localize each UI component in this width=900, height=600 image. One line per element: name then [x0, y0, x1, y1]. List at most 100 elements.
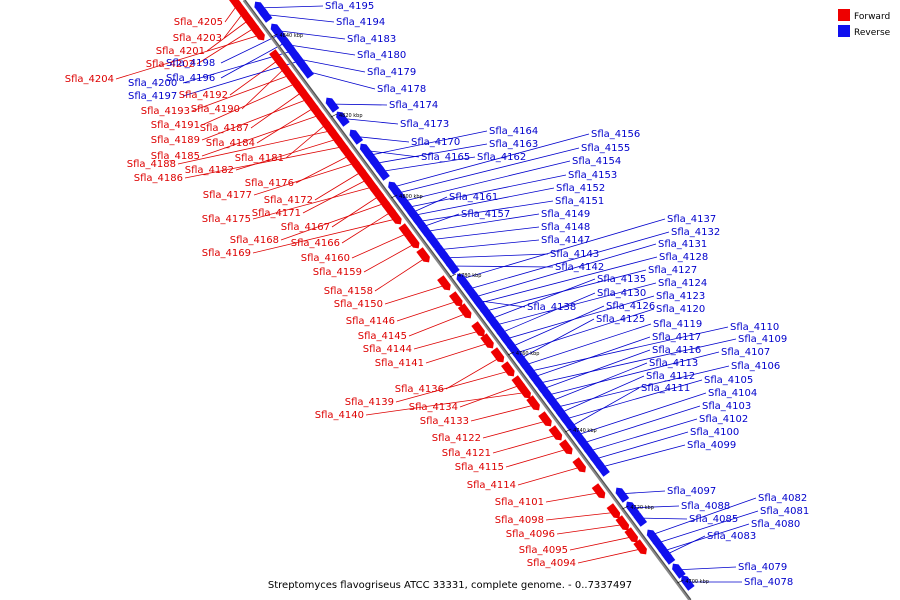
- forward-gene-label[interactable]: Sfla_4181: [235, 153, 284, 164]
- forward-gene-label[interactable]: Sfla_4192: [179, 90, 228, 101]
- forward-gene-label[interactable]: Sfla_4168: [230, 235, 279, 246]
- forward-gene-label[interactable]: Sfla_4140: [315, 410, 364, 421]
- forward-gene-block[interactable]: [615, 515, 632, 533]
- reverse-gene-label[interactable]: Sfla_4162: [477, 152, 526, 163]
- reverse-gene-label[interactable]: Sfla_4149: [541, 209, 590, 220]
- reverse-gene-label[interactable]: Sfla_4131: [658, 239, 707, 250]
- forward-gene-label[interactable]: Sfla_4187: [200, 123, 249, 134]
- forward-gene-label[interactable]: Sfla_4186: [134, 173, 183, 184]
- reverse-gene-label[interactable]: Sfla_4081: [760, 506, 809, 517]
- reverse-gene-block[interactable]: [631, 509, 648, 527]
- forward-gene-label[interactable]: Sfla_4193: [141, 106, 190, 117]
- reverse-gene-block[interactable]: [613, 485, 630, 503]
- forward-gene-block[interactable]: [548, 425, 565, 443]
- forward-gene-block[interactable]: [405, 233, 422, 251]
- forward-gene-label[interactable]: Sfla_4158: [324, 286, 373, 297]
- reverse-gene-label[interactable]: Sfla_4103: [702, 401, 751, 412]
- reverse-gene-label[interactable]: Sfla_4099: [687, 440, 736, 451]
- forward-gene-block[interactable]: [457, 303, 474, 321]
- reverse-gene-label[interactable]: Sfla_4124: [658, 278, 707, 289]
- reverse-gene-block[interactable]: [444, 257, 460, 275]
- forward-gene-block[interactable]: [416, 247, 432, 265]
- reverse-gene-label[interactable]: Sfla_4142: [555, 262, 604, 273]
- reverse-gene-label[interactable]: Sfla_4106: [731, 361, 780, 372]
- reverse-gene-label[interactable]: Sfla_4197: [128, 91, 177, 102]
- forward-gene-label[interactable]: Sfla_4134: [409, 402, 458, 413]
- reverse-gene-block[interactable]: [374, 163, 390, 181]
- reverse-gene-label[interactable]: Sfla_4128: [659, 252, 708, 263]
- reverse-gene-label[interactable]: Sfla_4079: [738, 562, 787, 573]
- forward-gene-label[interactable]: Sfla_4136: [395, 384, 444, 395]
- reverse-gene-block[interactable]: [334, 109, 350, 127]
- forward-gene-label[interactable]: Sfla_4094: [527, 558, 576, 569]
- reverse-gene-label[interactable]: Sfla_4154: [572, 156, 621, 167]
- reverse-gene-label[interactable]: Sfla_4157: [461, 209, 510, 220]
- reverse-gene-label[interactable]: Sfla_4143: [550, 249, 599, 260]
- forward-gene-label[interactable]: Sfla_4159: [313, 267, 362, 278]
- reverse-gene-label[interactable]: Sfla_4113: [649, 358, 698, 369]
- reverse-gene-label[interactable]: Sfla_4088: [681, 501, 730, 512]
- reverse-gene-label[interactable]: Sfla_4174: [389, 100, 438, 111]
- forward-gene-block[interactable]: [480, 333, 496, 351]
- reverse-gene-block[interactable]: [347, 127, 364, 145]
- forward-gene-label[interactable]: Sfla_4169: [202, 248, 251, 259]
- forward-gene-label[interactable]: Sfla_4182: [185, 165, 234, 176]
- forward-gene-label[interactable]: Sfla_4166: [291, 238, 340, 249]
- forward-gene-block[interactable]: [471, 321, 487, 339]
- forward-gene-block[interactable]: [388, 209, 404, 227]
- reverse-gene-label[interactable]: Sfla_4107: [721, 347, 770, 358]
- reverse-gene-block[interactable]: [659, 547, 676, 565]
- forward-gene-block[interactable]: [591, 483, 608, 501]
- reverse-gene-block[interactable]: [405, 205, 422, 223]
- reverse-gene-label[interactable]: Sfla_4130: [597, 288, 646, 299]
- forward-gene-label[interactable]: Sfla_4191: [151, 120, 200, 131]
- forward-gene-block[interactable]: [538, 411, 554, 429]
- reverse-gene-label[interactable]: Sfla_4105: [704, 375, 753, 386]
- forward-gene-label[interactable]: Sfla_4184: [206, 138, 255, 149]
- forward-gene-label[interactable]: Sfla_4122: [432, 433, 481, 444]
- reverse-gene-label[interactable]: Sfla_4100: [690, 427, 739, 438]
- reverse-gene-label[interactable]: Sfla_4083: [707, 531, 756, 542]
- reverse-gene-block[interactable]: [256, 5, 273, 23]
- reverse-gene-label[interactable]: Sfla_4148: [541, 222, 590, 233]
- reverse-gene-label[interactable]: Sfla_4180: [357, 50, 406, 61]
- reverse-gene-block[interactable]: [679, 573, 695, 591]
- reverse-gene-label[interactable]: Sfla_4109: [738, 334, 787, 345]
- forward-gene-label[interactable]: Sfla_4144: [363, 344, 412, 355]
- forward-gene-label[interactable]: Sfla_4160: [301, 253, 350, 264]
- forward-gene-label[interactable]: Sfla_4114: [467, 480, 516, 491]
- forward-gene-block[interactable]: [526, 395, 542, 413]
- reverse-gene-label[interactable]: Sfla_4165: [421, 152, 470, 163]
- reverse-gene-label[interactable]: Sfla_4116: [652, 345, 701, 356]
- reverse-gene-label[interactable]: Sfla_4156: [591, 129, 640, 140]
- forward-gene-block[interactable]: [437, 275, 453, 293]
- forward-gene-label[interactable]: Sfla_4204: [65, 74, 114, 85]
- reverse-gene-label[interactable]: Sfla_4119: [653, 319, 702, 330]
- reverse-gene-label[interactable]: Sfla_4152: [556, 183, 605, 194]
- reverse-gene-label[interactable]: Sfla_4097: [667, 486, 716, 497]
- reverse-gene-label[interactable]: Sfla_4183: [347, 34, 396, 45]
- forward-gene-block[interactable]: [251, 25, 267, 43]
- forward-gene-label[interactable]: Sfla_4121: [442, 448, 491, 459]
- forward-gene-label[interactable]: Sfla_4175: [202, 214, 251, 225]
- reverse-gene-label[interactable]: Sfla_4155: [581, 143, 630, 154]
- forward-gene-label[interactable]: Sfla_4141: [375, 358, 424, 369]
- reverse-gene-label[interactable]: Sfla_4194: [336, 17, 385, 28]
- reverse-gene-label[interactable]: Sfla_4151: [555, 196, 604, 207]
- reverse-gene-label[interactable]: Sfla_4126: [606, 301, 655, 312]
- forward-gene-label[interactable]: Sfla_4115: [455, 462, 504, 473]
- forward-gene-label[interactable]: Sfla_4176: [245, 178, 294, 189]
- forward-gene-label[interactable]: Sfla_4203: [173, 33, 222, 44]
- reverse-gene-label[interactable]: Sfla_4170: [411, 137, 460, 148]
- reverse-gene-label[interactable]: Sfla_4135: [597, 274, 646, 285]
- forward-gene-label[interactable]: Sfla_4098: [495, 515, 544, 526]
- forward-gene-block[interactable]: [624, 527, 640, 545]
- reverse-gene-label[interactable]: Sfla_4195: [325, 1, 374, 12]
- forward-gene-label[interactable]: Sfla_4202: [146, 59, 195, 70]
- forward-gene-label[interactable]: Sfla_4177: [203, 190, 252, 201]
- reverse-gene-label[interactable]: Sfla_4161: [449, 192, 498, 203]
- forward-gene-label[interactable]: Sfla_4096: [506, 529, 555, 540]
- forward-gene-block[interactable]: [517, 383, 533, 401]
- reverse-gene-block[interactable]: [292, 53, 309, 71]
- reverse-gene-label[interactable]: Sfla_4173: [400, 119, 449, 130]
